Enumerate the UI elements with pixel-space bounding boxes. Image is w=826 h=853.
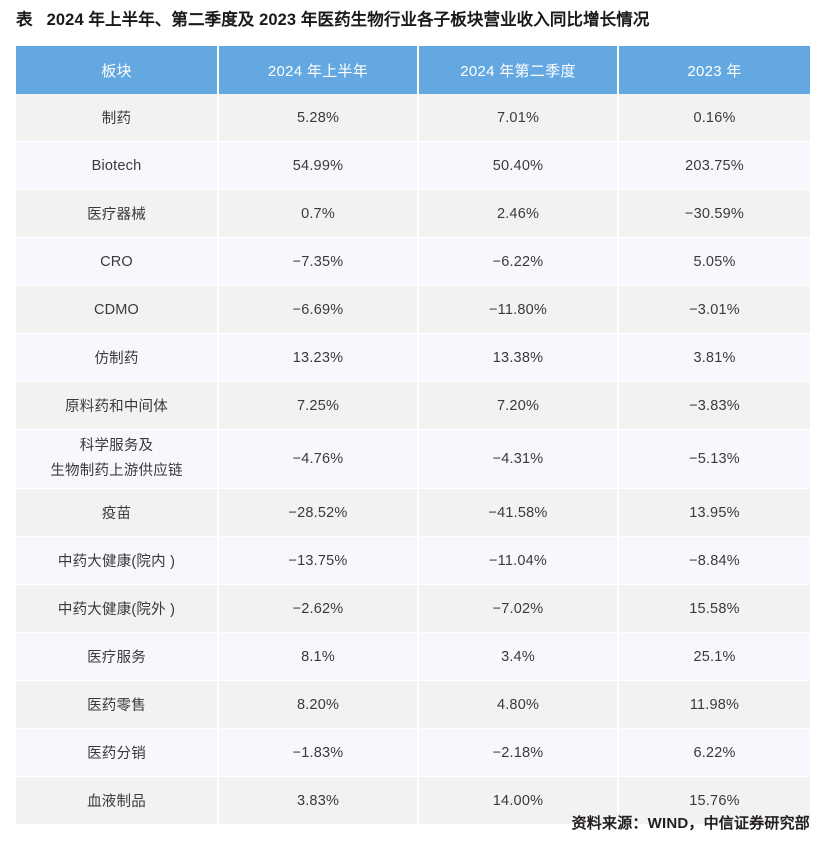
cell-h1-2024: 54.99% (218, 141, 419, 190)
cell-h1-2024: 7.25% (218, 381, 419, 430)
cell-q2-2024: −41.58% (418, 488, 619, 537)
cell-sector: 医药零售 (16, 680, 219, 729)
cell-q2-2024: 13.38% (418, 333, 619, 382)
table-caption: 表 2024 年上半年、第二季度及 2023 年医药生物行业各子板块营业收入同比增… (16, 8, 810, 32)
cell-h1-2024: −4.76% (218, 429, 419, 489)
cell-q2-2024: −7.02% (418, 584, 619, 633)
source-note: 资料来源：WIND，中信证券研究部 (571, 815, 810, 832)
cell-q2-2024: −2.18% (418, 728, 619, 777)
cell-sector: 中药大健康(院外 ) (16, 584, 219, 633)
cell-sector: 制药 (16, 94, 219, 142)
table-row: CDMO −6.69% −11.80% −3.01% (16, 285, 810, 334)
table-row: 医疗服务 8.1% 3.4% 25.1% (16, 632, 810, 681)
cell-2023: −3.01% (618, 285, 810, 334)
cell-2023: 13.95% (618, 488, 810, 537)
cell-2023: −5.13% (618, 429, 810, 489)
table-header: 板块 2024 年上半年 2024 年第二季度 2023 年 (16, 46, 810, 94)
table-row: 中药大健康(院内 ) −13.75% −11.04% −8.84% (16, 536, 810, 585)
cell-h1-2024: 8.1% (218, 632, 419, 681)
cell-q2-2024: −11.80% (418, 285, 619, 334)
cell-q2-2024: 7.20% (418, 381, 619, 430)
cell-2023: 6.22% (618, 728, 810, 777)
cell-2023: −8.84% (618, 536, 810, 585)
cell-q2-2024: 50.40% (418, 141, 619, 190)
table-row: 医药分销 −1.83% −2.18% 6.22% (16, 728, 810, 777)
cell-q2-2024: 7.01% (418, 94, 619, 142)
cell-h1-2024: −6.69% (218, 285, 419, 334)
cell-2023: 15.76% (618, 776, 810, 825)
column-header-2023: 2023 年 (618, 46, 810, 94)
table-row: 原料药和中间体 7.25% 7.20% −3.83% (16, 381, 810, 430)
cell-sector-line-2: 生物制药上游供应链 (50, 463, 183, 479)
table-row: 仿制药 13.23% 13.38% 3.81% (16, 333, 810, 382)
table-row: Biotech 54.99% 50.40% 203.75% (16, 141, 810, 190)
cell-2023: 5.05% (618, 237, 810, 286)
table-header-row: 板块 2024 年上半年 2024 年第二季度 2023 年 (16, 46, 810, 94)
cell-sector: 疫苗 (16, 488, 219, 537)
cell-sector: CDMO (16, 285, 219, 334)
table-row: 医疗器械 0.7% 2.46% −30.59% (16, 189, 810, 238)
cell-sector-line-1: 科学服务及 (79, 438, 154, 454)
cell-2023: −30.59% (618, 189, 810, 238)
cell-sector: 原料药和中间体 (16, 381, 219, 430)
table-container: 板块 2024 年上半年 2024 年第二季度 2023 年 制药 5.28% 7.… (16, 46, 810, 825)
table-row: 中药大健康(院外 ) −2.62% −7.02% 15.58% (16, 584, 810, 633)
table-row: CRO −7.35% −6.22% 5.05% (16, 237, 810, 286)
sector-revenue-growth-table: 板块 2024 年上半年 2024 年第二季度 2023 年 制药 5.28% 7.… (16, 46, 810, 825)
cell-2023: −3.83% (618, 381, 810, 430)
cell-h1-2024: 3.83% (218, 776, 419, 825)
table-row: 制药 5.28% 7.01% 0.16% (16, 94, 810, 142)
caption-label: 表 (16, 11, 33, 29)
table-row: 医药零售 8.20% 4.80% 11.98% (16, 680, 810, 729)
cell-h1-2024: −1.83% (218, 728, 419, 777)
cell-q2-2024: 14.00% (418, 776, 619, 825)
cell-sector: 血液制品 (16, 776, 219, 825)
column-header-h1-2024: 2024 年上半年 (218, 46, 419, 94)
cell-h1-2024: −28.52% (218, 488, 419, 537)
table-row: 科学服务及 生物制药上游供应链 −4.76% −4.31% −5.13% (16, 429, 810, 489)
cell-q2-2024: −6.22% (418, 237, 619, 286)
cell-2023: 11.98% (618, 680, 810, 729)
cell-q2-2024: 3.4% (418, 632, 619, 681)
cell-sector: CRO (16, 237, 219, 286)
cell-sector: 医药分销 (16, 728, 219, 777)
cell-2023: 203.75% (618, 141, 810, 190)
caption-text: 2024 年上半年、第二季度及 2023 年医药生物行业各子板块营业收入同比增长… (46, 11, 650, 29)
cell-q2-2024: −11.04% (418, 536, 619, 585)
cell-h1-2024: 5.28% (218, 94, 419, 142)
cell-h1-2024: 8.20% (218, 680, 419, 729)
cell-sector: 中药大健康(院内 ) (16, 536, 219, 585)
cell-sector: 医疗服务 (16, 632, 219, 681)
cell-h1-2024: −13.75% (218, 536, 419, 585)
cell-2023: 25.1% (618, 632, 810, 681)
cell-q2-2024: 4.80% (418, 680, 619, 729)
cell-h1-2024: −2.62% (218, 584, 419, 633)
cell-2023: 3.81% (618, 333, 810, 382)
cell-h1-2024: −7.35% (218, 237, 419, 286)
cell-h1-2024: 13.23% (218, 333, 419, 382)
table-row: 血液制品 3.83% 14.00% 15.76% (16, 776, 810, 825)
table-body: 制药 5.28% 7.01% 0.16% Biotech 54.99% 50.40% 203.… (16, 94, 810, 825)
cell-q2-2024: 2.46% (418, 189, 619, 238)
cell-q2-2024: −4.31% (418, 429, 619, 489)
cell-sector: 医疗器械 (16, 189, 219, 238)
cell-sector: 科学服务及生物制药上游供应链 (16, 429, 219, 489)
cell-2023: 0.16% (618, 94, 810, 142)
cell-h1-2024: 0.7% (218, 189, 419, 238)
cell-2023: 15.58% (618, 584, 810, 633)
column-header-sector: 板块 (16, 46, 219, 94)
cell-sector: Biotech (16, 141, 219, 190)
table-row: 疫苗 −28.52% −41.58% 13.95% (16, 488, 810, 537)
cell-sector: 仿制药 (16, 333, 219, 382)
column-header-q2-2024: 2024 年第二季度 (418, 46, 619, 94)
